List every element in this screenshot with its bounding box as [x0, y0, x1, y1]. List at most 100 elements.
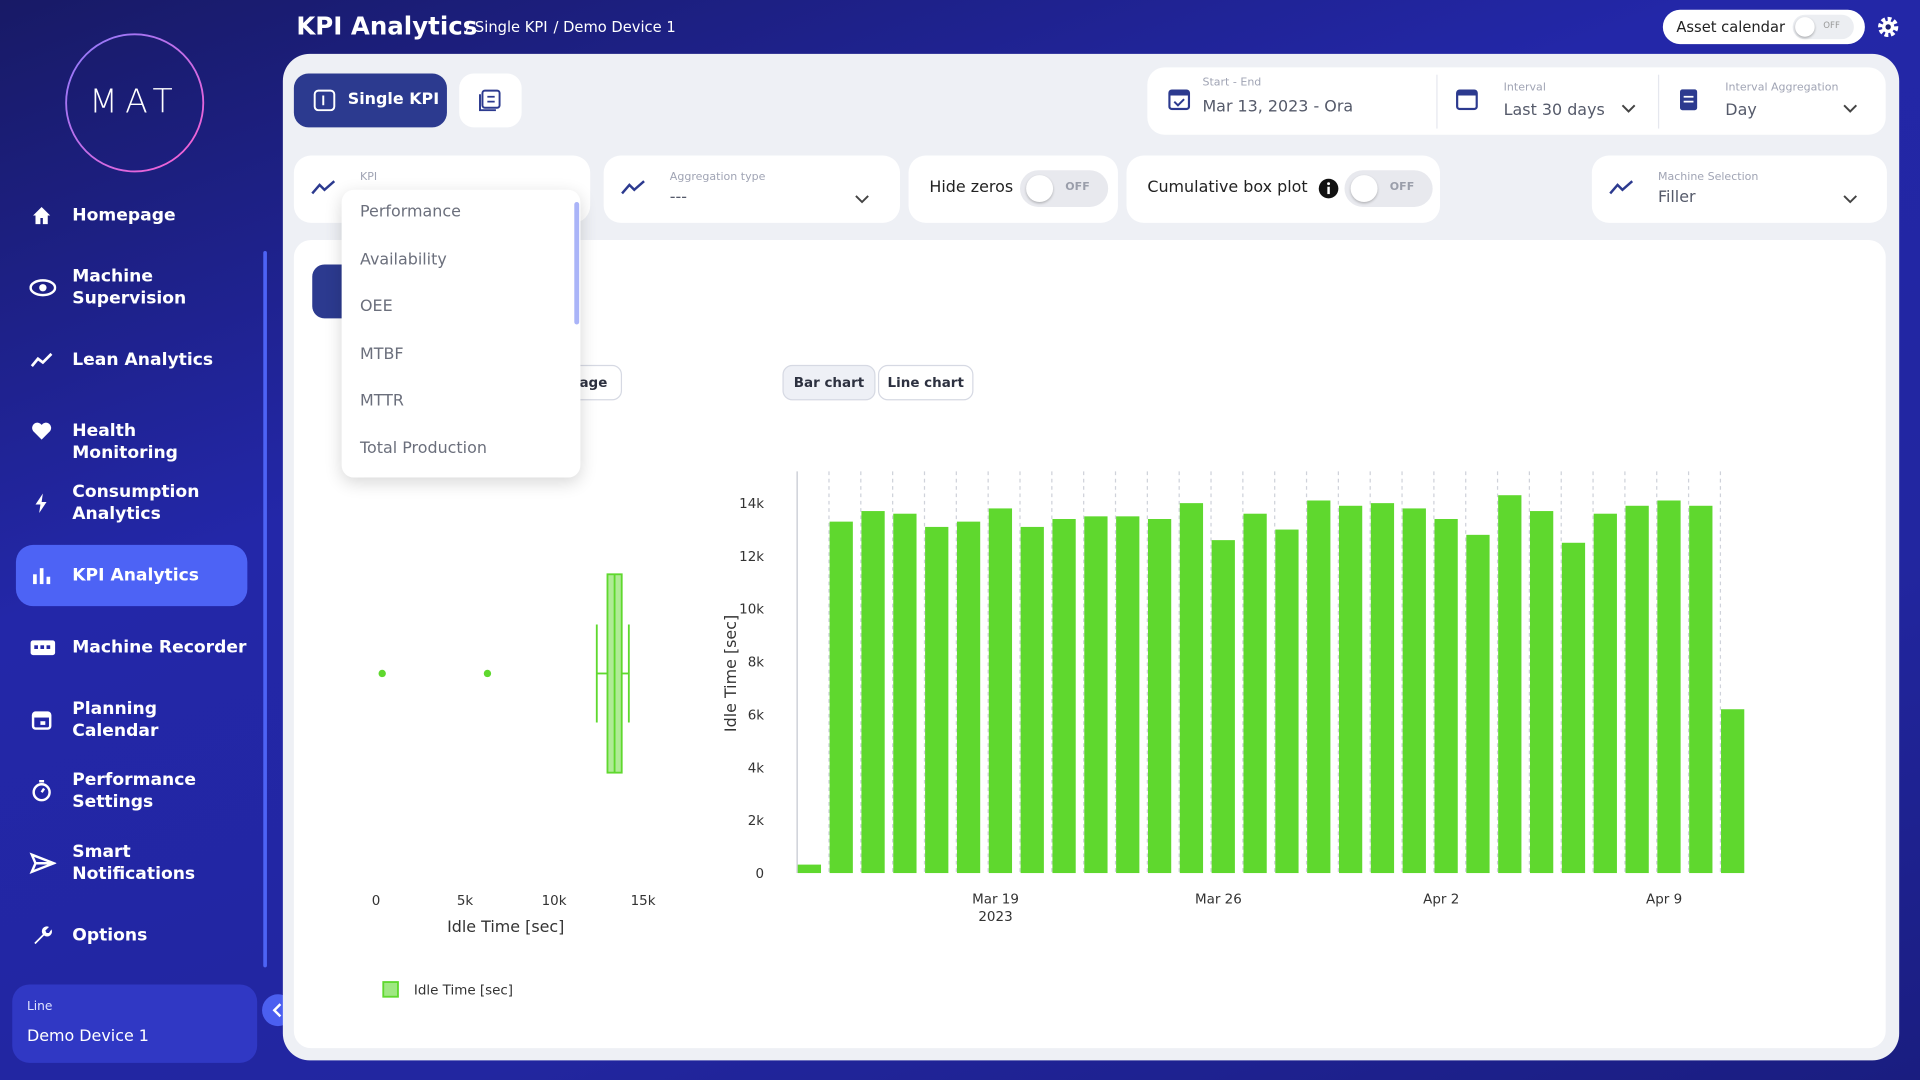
- breadcrumb[interactable]: / Demo Device 1: [553, 18, 676, 36]
- toggle[interactable]: OFF: [1792, 14, 1854, 40]
- legend-swatch: [382, 981, 399, 998]
- bar: [861, 511, 885, 874]
- y-tick-label: 6k: [748, 708, 765, 723]
- bar: [956, 521, 981, 874]
- filter-value[interactable]: Day: [1725, 101, 1757, 120]
- y-tick-label: 12k: [739, 550, 764, 565]
- bar: [1307, 500, 1331, 874]
- toggle-state: OFF: [1065, 181, 1090, 194]
- bar: [1052, 518, 1076, 874]
- asset-calendar[interactable]: Asset calendar OFF: [1662, 9, 1865, 45]
- bar: [829, 521, 853, 874]
- toggle-state: OFF: [1823, 20, 1840, 31]
- bar: [1721, 709, 1745, 874]
- bar: [1498, 495, 1522, 874]
- x-tick: Apr 2: [1423, 891, 1460, 908]
- select-label: Aggregation type: [669, 171, 766, 184]
- toggle[interactable]: OFF: [1344, 170, 1433, 207]
- bar: [1402, 508, 1426, 874]
- bar: [925, 526, 949, 874]
- x-tick-label: 10k: [542, 894, 567, 909]
- nav-label: Smart Notifications: [72, 842, 196, 885]
- dropdown-option[interactable]: Total Production: [360, 439, 487, 458]
- nav-label: Options: [72, 925, 148, 946]
- bar: [1084, 516, 1108, 874]
- line-value: Demo Device 1: [26, 1027, 149, 1046]
- nav-label: Planning Calendar: [72, 699, 159, 741]
- y-tick-label: 10k: [739, 603, 764, 618]
- tab-multi-kpi[interactable]: [459, 73, 522, 128]
- bar: [1116, 516, 1140, 874]
- y-axis-title: Idle Time [sec]: [721, 615, 740, 732]
- asset-calendar-label: Asset calendar: [1676, 18, 1786, 36]
- y-tick-label: 0: [756, 867, 765, 882]
- x-axis-title: Idle Time [sec]: [447, 917, 564, 936]
- dropdown-option[interactable]: Availability: [360, 251, 447, 270]
- filter-label: Start - End: [1202, 77, 1262, 90]
- toggle-state: OFF: [1389, 181, 1415, 194]
- aggregation-select[interactable]: Aggregation type ---: [603, 155, 900, 223]
- filter-value[interactable]: Last 30 days: [1503, 101, 1605, 120]
- select-label: KPI: [360, 171, 378, 184]
- bar: [797, 864, 822, 874]
- nav-label: Consumption Analytics: [72, 482, 200, 525]
- logo: MAT: [89, 83, 181, 122]
- kpi-dropdown: Performance Availability OEE MTBF MTTR T…: [341, 189, 581, 478]
- breadcrumb[interactable]: / Single KPI: [465, 18, 548, 36]
- bar: [1243, 513, 1267, 874]
- x-tick-label: 15k: [631, 894, 656, 909]
- x-tick-label: 5k: [457, 894, 474, 909]
- bar: [1434, 518, 1458, 874]
- cumulative-box-plot: Cumulative box plot OFF: [1126, 155, 1440, 223]
- nav-label: KPI Analytics: [72, 565, 199, 586]
- x-tick: Mar 19 2023: [972, 891, 1019, 924]
- nav-label: Machine Recorder: [72, 637, 247, 658]
- line-label: Line: [26, 1000, 53, 1014]
- bar-chart-button[interactable]: Bar chart: [782, 364, 876, 401]
- tab-label: Single KPI: [347, 90, 440, 109]
- dropdown-scrollbar: [574, 202, 580, 325]
- dropdown-option[interactable]: Performance: [360, 203, 461, 222]
- x-tick: Apr 9: [1646, 891, 1683, 908]
- bar: [988, 508, 1013, 874]
- bar: [1657, 500, 1681, 874]
- hide-zeros-label: Hide zeros: [929, 178, 1014, 198]
- bar: [1275, 529, 1299, 874]
- sidebar-scrollbar: [263, 251, 267, 968]
- active-nav-bg: [15, 544, 248, 607]
- dropdown-option[interactable]: MTBF: [360, 345, 404, 364]
- dropdown-option[interactable]: MTTR: [360, 391, 404, 411]
- bar: [1147, 518, 1172, 874]
- x-tick-label: Apr 9: [1646, 891, 1683, 908]
- select-value: ---: [669, 188, 688, 207]
- line-box: Line Demo Device 1: [12, 984, 258, 1063]
- info-icon[interactable]: [1318, 178, 1340, 200]
- bar: [1530, 511, 1554, 874]
- nav-label: Machine Supervision: [72, 266, 187, 309]
- bar: [1561, 542, 1586, 874]
- settings-icon[interactable]: [1876, 15, 1900, 39]
- line-chart-button[interactable]: Line chart: [877, 364, 974, 401]
- y-tick-label: 8k: [748, 656, 765, 671]
- x-tick-label: Apr 2: [1423, 891, 1460, 908]
- filter-value[interactable]: Mar 13, 2023 - Ora: [1202, 97, 1354, 117]
- logo-ring: [65, 33, 205, 173]
- bar: [1211, 540, 1235, 874]
- filter-label: Interval: [1503, 82, 1546, 95]
- toggle[interactable]: OFF: [1020, 170, 1109, 207]
- bar: [1689, 505, 1713, 874]
- tab-single-kpi[interactable]: Single KPI: [293, 73, 447, 128]
- legend-label: Idle Time [sec]: [414, 983, 513, 998]
- bar: [1625, 505, 1649, 874]
- nav-label: Health Monitoring: [72, 421, 178, 463]
- button-label: Bar chart: [793, 374, 865, 391]
- date-filters: Start - End Mar 13, 2023 - Ora Interval …: [1147, 67, 1886, 135]
- machine-select[interactable]: Machine Selection Filler: [1591, 155, 1887, 223]
- nav-label: Homepage: [72, 205, 176, 226]
- bar: [1179, 503, 1204, 874]
- bar: [1593, 513, 1617, 874]
- dropdown-option[interactable]: OEE: [360, 297, 393, 316]
